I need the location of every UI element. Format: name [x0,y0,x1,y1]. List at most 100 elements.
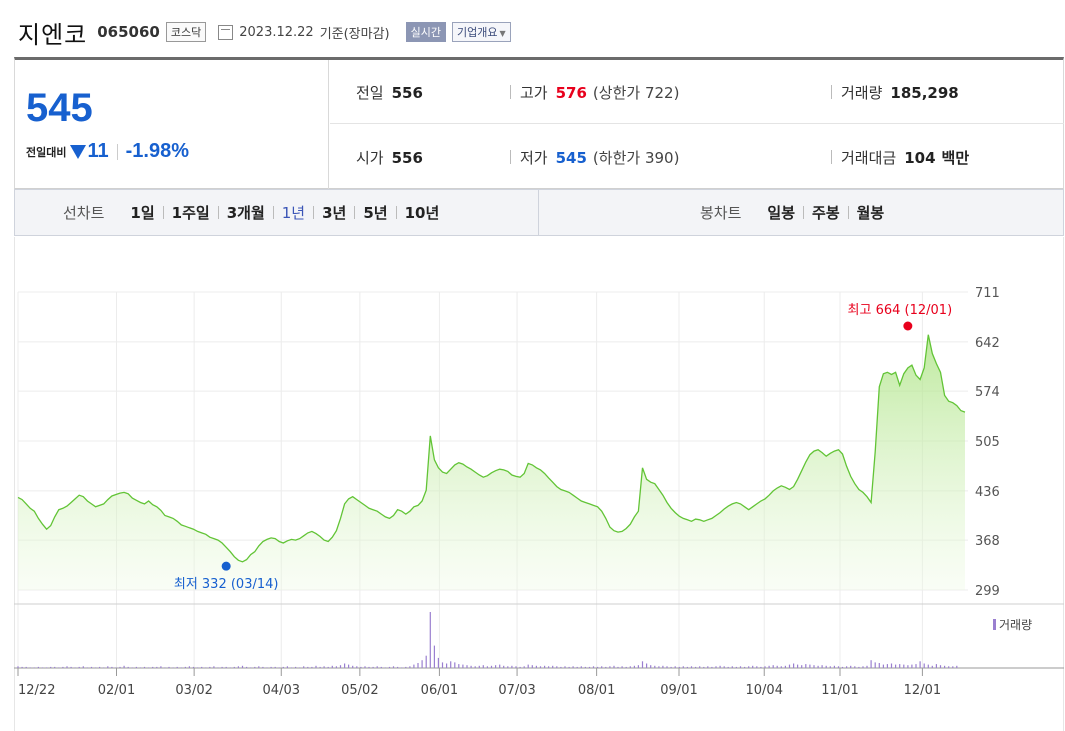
volume-bar [686,666,688,668]
volume-bar [503,665,505,668]
volume-bar [797,664,799,668]
volume-bar [139,667,142,668]
volume-legend-label: 거래량 [999,618,1032,632]
volume-bar [690,666,693,668]
volume-bar [580,666,582,668]
volume-bar [511,665,513,668]
volume-bar [217,667,219,668]
volume-bar [744,666,746,668]
volume-bar [866,665,868,668]
volume-bar [50,666,52,668]
volume-bar [348,664,350,668]
volume-bar [874,662,876,668]
volume-bar [715,666,717,668]
max-label: 최고 664 (12/01) [848,303,953,318]
volume-bar [368,666,370,668]
stat-high: 고가 576 (상한가 722) [520,82,679,103]
y-tick-label: 574 [975,385,1000,400]
low-value: 545 [555,148,587,167]
volume-bar [441,662,444,668]
volume-bar [246,666,248,668]
price-chart[interactable]: 711 642 574 505 436 368 299 12/22 02/01 03/02 04/0… [0,240,1065,731]
volume-bar [482,665,484,668]
volume-bar [723,666,725,668]
period-option[interactable]: 주봉 [812,204,840,222]
min-label: 최저 332 (03/14) [174,577,279,592]
volume-bar [731,666,733,668]
low-label: 저가 [520,149,548,167]
volume-bar [931,665,933,668]
volume-bar [719,665,721,668]
period-divider [354,206,356,219]
volume-bar [646,663,648,668]
volume-bar [711,666,713,668]
volume-bar [160,666,162,668]
volume-bar [535,665,537,668]
volume-bar [654,665,656,668]
volume-bar [862,666,864,668]
period-option[interactable]: 월봉 [856,204,885,222]
quote-basis: 기준(장마감) [319,26,390,42]
volume-bar [907,665,909,668]
volume-bar [454,662,456,668]
volume-bar [588,666,591,668]
period-option[interactable]: 1주일 [171,204,210,222]
volume-bar [674,666,676,668]
volume-bar [948,666,950,668]
prev-label: 전일 [356,84,384,102]
volume-bar [450,661,452,668]
volume-bar [515,666,517,668]
volume-bar [833,665,835,668]
volume-bar [805,664,807,668]
volume-bar [41,667,44,668]
candle-chart-periods: 봉차트 일봉 주봉 월봉 [540,190,1063,235]
volume-bar [148,667,150,668]
volume-bar [915,664,917,668]
volume-bar [609,666,611,668]
volume-bar [425,655,427,668]
volume-bar [584,666,586,668]
volume-bar [568,666,570,668]
volume-bar [205,667,207,668]
period-option[interactable]: 3개월 [226,204,265,222]
volume-bar [266,667,268,668]
volume-bar [66,666,68,668]
volume-bar [282,666,284,668]
volume-bar [760,666,762,668]
period-option[interactable]: 10년 [404,204,440,222]
volume-bar [372,666,374,668]
company-info-dropdown[interactable]: 기업개요 ▼ [452,22,511,42]
volume-bar [241,665,244,668]
volume-bar [882,664,884,668]
volume-bar [617,666,619,668]
volume-bar [437,657,439,668]
volume-bar [539,666,542,668]
volume-bar [470,665,472,668]
volume-bar [613,665,615,668]
volume-bar [621,666,623,668]
volume-bar [662,665,664,668]
volume-bar [841,666,844,668]
volume-bar [903,664,905,668]
x-tick-label: 02/01 [98,683,135,698]
volume-bar [682,666,684,668]
down-triangle-icon [70,144,87,159]
stats-row-2: 시가 556 저가 545 (하한가 390) 거래대금 104 백만 [330,125,1064,189]
realtime-button[interactable]: 실시간 [405,22,447,42]
volume-bar [152,666,154,668]
period-option[interactable]: 3년 [322,204,347,222]
period-option[interactable]: 5년 [363,204,388,222]
y-tick-label: 505 [975,435,1000,450]
volume-bar [495,665,497,668]
volume-bar [809,664,811,668]
period-option[interactable]: 일봉 [767,204,796,222]
volume-bar [37,666,39,668]
volume-bar [409,666,411,668]
volume-bar [417,663,419,668]
period-option[interactable]: 1년 [281,204,306,222]
volume-bar [837,666,840,668]
period-option[interactable]: 1일 [130,204,155,222]
volume-bar [156,666,158,668]
volume-bar [250,667,252,668]
stat-divider [510,150,511,164]
